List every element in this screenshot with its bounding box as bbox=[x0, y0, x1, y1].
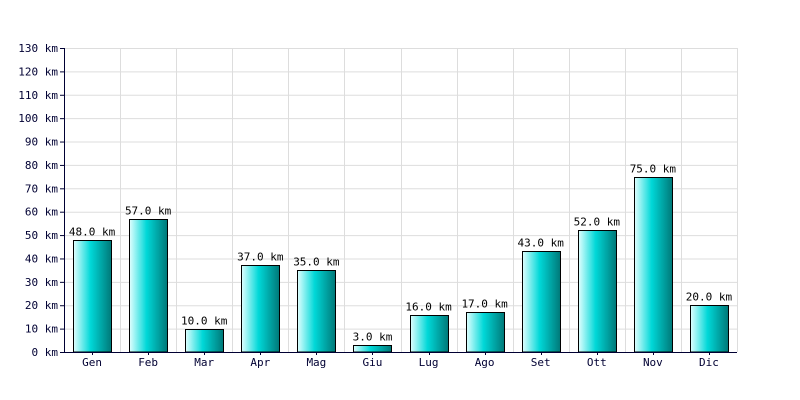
x-tick-label-mar: Mar bbox=[194, 356, 214, 369]
x-tick-label-gen: Gen bbox=[82, 356, 102, 369]
bar-nov bbox=[634, 177, 673, 353]
x-tick-label-ott: Ott bbox=[587, 356, 607, 369]
x-tick-label-dic: Dic bbox=[699, 356, 719, 369]
data-label-ago: 17.0 km bbox=[461, 298, 508, 311]
bar-ott bbox=[578, 230, 617, 353]
y-axis-tick-labels: 0 km 10 km 20 km 30 km 40 km 50 km 60 km 70 km 8… bbox=[18, 42, 64, 359]
y-tick-label: 30 km bbox=[25, 276, 58, 289]
y-tick-label: 120 km bbox=[18, 65, 58, 78]
bar-gen bbox=[73, 240, 112, 353]
axes bbox=[64, 48, 737, 353]
x-axis-tick-labels: Gen Feb Mar Apr Mag Giu Lug Ago Set Ott Nov Dic bbox=[82, 352, 719, 369]
data-label-lug: 16.0 km bbox=[405, 301, 452, 314]
y-tick-label: 10 km bbox=[25, 323, 58, 336]
bar-set bbox=[522, 251, 561, 353]
x-tick-label-ago: Ago bbox=[475, 356, 495, 369]
data-label-gen: 48.0 km bbox=[69, 226, 116, 239]
x-tick-label-apr: Apr bbox=[250, 356, 270, 369]
x-tick-label-mag: Mag bbox=[306, 356, 326, 369]
y-tick-label: 50 km bbox=[25, 229, 58, 242]
data-label-ott: 52.0 km bbox=[574, 216, 621, 229]
y-tick-label: 0 km bbox=[32, 346, 59, 359]
data-label-set: 43.0 km bbox=[518, 237, 565, 250]
bar-giu bbox=[353, 345, 392, 353]
data-label-giu: 3.0 km bbox=[353, 331, 393, 344]
y-tick-label: 60 km bbox=[25, 206, 58, 219]
bar-lug bbox=[410, 315, 449, 353]
y-tick-label: 100 km bbox=[18, 112, 58, 125]
x-tick-label-nov: Nov bbox=[643, 356, 663, 369]
data-label-nov: 75.0 km bbox=[630, 163, 677, 176]
data-label-apr: 37.0 km bbox=[237, 251, 284, 264]
y-tick-label: 90 km bbox=[25, 136, 58, 149]
bar-dic bbox=[690, 305, 729, 353]
bar-feb bbox=[129, 219, 168, 353]
x-tick-label-set: Set bbox=[531, 356, 551, 369]
data-labels: 48.0 km 57.0 km 10.0 km 37.0 km 35.0 km 3.0 k… bbox=[69, 163, 733, 344]
bar-apr bbox=[241, 265, 280, 353]
bar-mag bbox=[297, 270, 336, 353]
grid-lines bbox=[64, 48, 738, 353]
bar-mar bbox=[185, 329, 224, 353]
x-tick-label-feb: Feb bbox=[138, 356, 158, 369]
data-label-feb: 57.0 km bbox=[125, 205, 172, 218]
bars bbox=[73, 177, 729, 353]
data-label-mag: 35.0 km bbox=[293, 256, 340, 269]
y-tick-label: 40 km bbox=[25, 252, 58, 265]
y-tick-label: 80 km bbox=[25, 159, 58, 172]
y-tick-label: 20 km bbox=[25, 299, 58, 312]
bar-ago bbox=[466, 312, 505, 353]
data-label-mar: 10.0 km bbox=[181, 315, 228, 328]
y-tick-label: 110 km bbox=[18, 89, 58, 102]
y-tick-label: 70 km bbox=[25, 182, 58, 195]
data-label-dic: 20.0 km bbox=[686, 291, 733, 304]
x-tick-label-lug: Lug bbox=[419, 356, 439, 369]
x-tick-label-giu: Giu bbox=[363, 356, 383, 369]
y-tick-label: 130 km bbox=[18, 42, 58, 55]
